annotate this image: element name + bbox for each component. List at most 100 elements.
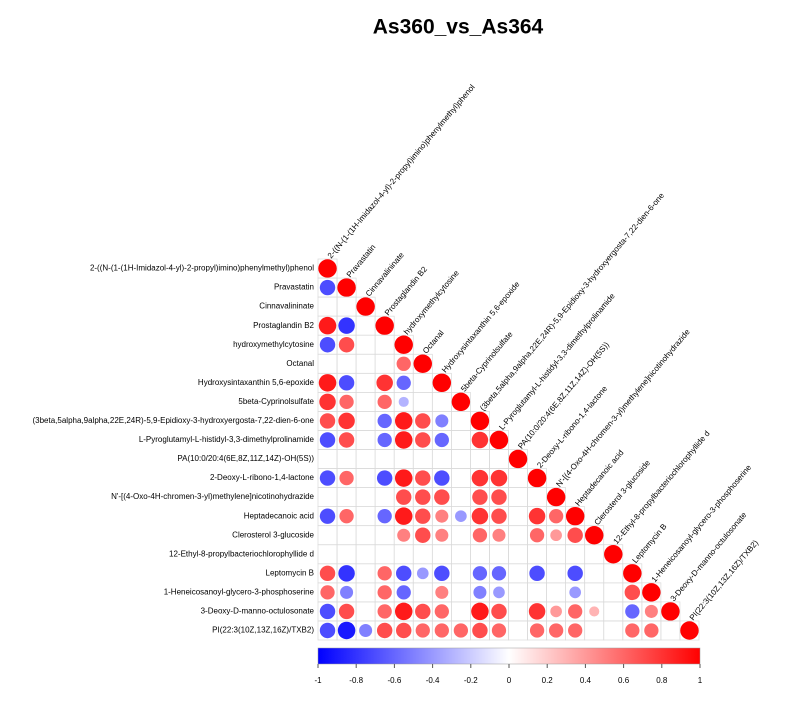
cell	[527, 544, 547, 565]
corr-circle	[338, 317, 355, 334]
cell	[374, 334, 395, 355]
cell	[508, 468, 528, 488]
corr-circle	[491, 566, 507, 581]
cell	[546, 582, 566, 603]
corr-circle	[491, 489, 507, 505]
corr-circle	[377, 566, 392, 581]
corr-circle	[338, 412, 355, 430]
cell	[431, 449, 452, 469]
row-label: PI(22:3(10Z,13Z,16Z)/TXB2)	[212, 626, 314, 635]
corr-circle	[396, 565, 412, 582]
corr-circle	[508, 449, 528, 469]
corr-circle	[415, 413, 431, 429]
colorbar-tick-label: -0.2	[464, 676, 478, 685]
corr-circle	[473, 585, 487, 599]
row-label: Cinnavalininate	[259, 302, 314, 311]
corr-circle	[338, 565, 355, 582]
corr-circle	[377, 413, 392, 429]
cell	[317, 449, 338, 469]
corr-circle	[451, 392, 471, 412]
corr-circle	[319, 432, 336, 448]
cell	[355, 582, 376, 603]
cell	[527, 487, 547, 508]
cell	[355, 411, 376, 431]
cell	[412, 449, 433, 469]
corr-circle	[472, 528, 488, 543]
corr-circle	[376, 374, 393, 392]
cell	[412, 582, 433, 603]
cell	[374, 353, 395, 374]
cell	[451, 411, 471, 431]
cell	[508, 620, 528, 641]
corr-circle	[471, 602, 489, 621]
corr-circle	[589, 606, 600, 617]
corr-circle	[394, 602, 413, 621]
cell	[508, 582, 528, 603]
cell	[527, 582, 547, 603]
corr-circle	[394, 412, 413, 430]
cell	[451, 449, 471, 469]
corr-circle	[415, 508, 431, 524]
corr-circle	[470, 411, 490, 431]
corr-circle	[376, 622, 393, 639]
cell	[336, 296, 357, 317]
row-label: Octanal	[286, 359, 314, 368]
corr-circle	[623, 564, 642, 583]
corr-circle	[338, 432, 355, 448]
cell	[584, 620, 605, 641]
colorbar-tick-label: 0.6	[618, 676, 630, 685]
corr-circle	[550, 605, 562, 618]
row-label: L-Pyroglutamyl-L-histidyl-3,3-dimethylpr…	[139, 435, 315, 444]
corr-circle	[528, 507, 546, 525]
cell	[374, 544, 395, 565]
corr-circle	[435, 528, 449, 542]
cell	[451, 582, 471, 603]
corr-circle	[377, 394, 392, 410]
corr-circle	[472, 566, 488, 581]
cell	[317, 487, 338, 508]
cell	[451, 544, 471, 565]
corr-circle	[491, 603, 507, 620]
corr-circle	[319, 508, 336, 524]
corr-circle	[396, 585, 411, 600]
column-label: 2-((N-(1-(1H-Imidazol-4-yl)-2-propyl)imi…	[326, 83, 477, 261]
cell	[355, 601, 376, 622]
row-label: 3-Deoxy-D-manno-octulosonate	[201, 607, 315, 616]
row-label: N'-[(4-Oxo-4H-chromen-3-yl)methylene]nic…	[111, 492, 314, 501]
row-label: Pravastatin	[274, 283, 314, 292]
cell	[355, 372, 376, 393]
cell	[451, 468, 471, 488]
colorbar-tick-label: -0.8	[349, 676, 363, 685]
cell	[355, 430, 376, 450]
corr-circle	[435, 585, 449, 599]
cell	[355, 487, 376, 508]
cell	[431, 544, 452, 565]
corr-circle	[415, 603, 431, 620]
corr-circle	[493, 586, 505, 599]
cell	[451, 430, 471, 450]
corr-circle	[319, 279, 336, 296]
corr-circle	[319, 413, 336, 429]
corr-circle	[568, 623, 583, 638]
cell	[393, 449, 414, 469]
corr-circle	[356, 297, 375, 316]
column-label: Pravastatin	[345, 243, 378, 279]
corr-circle	[396, 622, 412, 639]
cell	[603, 563, 624, 584]
corr-circle	[318, 316, 337, 335]
corr-circle	[661, 602, 680, 621]
corr-circle	[455, 510, 467, 523]
cell	[451, 525, 471, 546]
corr-circle	[319, 622, 336, 639]
cell	[546, 544, 566, 565]
corr-circle	[434, 604, 449, 619]
cell	[355, 334, 376, 355]
cell	[489, 449, 509, 469]
corr-circle	[377, 585, 392, 600]
cell	[374, 525, 395, 546]
colorbar-tick-label: 0	[507, 676, 512, 685]
cell	[603, 601, 624, 622]
row-label: 5beta-Cyprinolsulfate	[238, 397, 314, 406]
corr-circle	[435, 414, 449, 428]
colorbar	[317, 647, 701, 665]
